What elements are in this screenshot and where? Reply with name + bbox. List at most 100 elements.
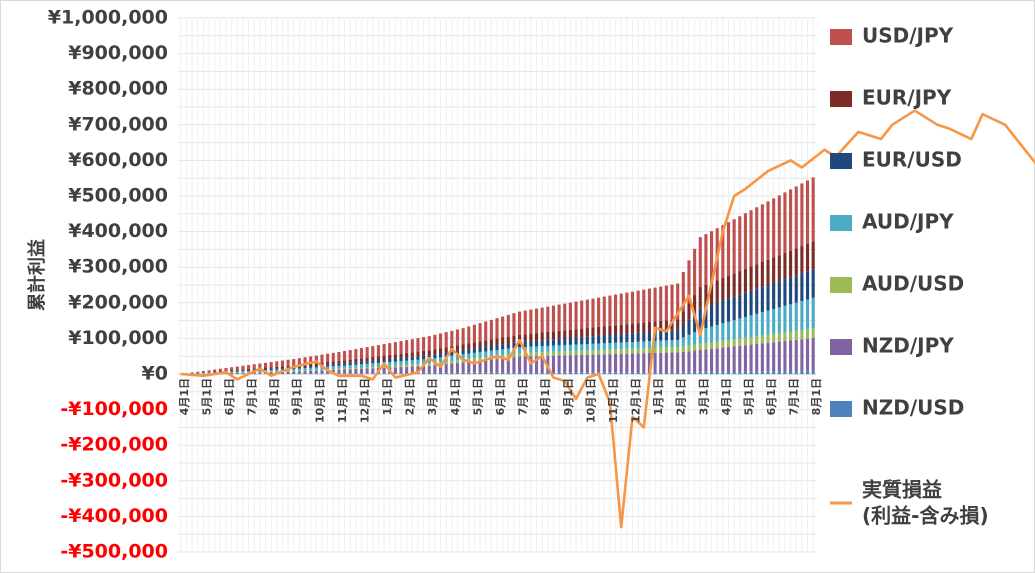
bar-segment xyxy=(506,372,510,374)
bar-segment xyxy=(201,371,205,373)
bar-segment xyxy=(303,370,307,372)
bar-segment xyxy=(811,177,815,242)
bar-segment xyxy=(410,356,414,361)
bar-segment xyxy=(218,370,222,372)
bar-segment xyxy=(450,360,454,364)
legend-label: EUR/USD xyxy=(862,148,962,172)
bar-segment xyxy=(399,353,403,358)
bar-segment xyxy=(399,357,403,362)
bar-segment xyxy=(772,282,776,309)
bar-segment xyxy=(698,286,702,309)
bar-segment xyxy=(659,331,663,341)
bar-segment xyxy=(664,285,668,321)
bar-segment xyxy=(416,338,420,352)
x-tick-label: 10月1日 xyxy=(313,378,326,423)
bar-segment xyxy=(715,371,719,374)
bar-segment xyxy=(405,364,409,367)
bar-segment xyxy=(574,329,578,338)
bar-segment xyxy=(444,352,448,357)
bar-segment xyxy=(805,243,810,272)
bar-segment xyxy=(659,347,663,353)
bar-segment xyxy=(337,365,341,369)
bar-segment xyxy=(557,351,561,356)
bar-segment xyxy=(670,371,674,374)
bar-segment xyxy=(489,339,493,346)
bar-segment xyxy=(455,362,460,373)
bar-segment xyxy=(478,357,482,361)
bar-segment xyxy=(574,344,578,351)
y-tick-label: ¥100,000 xyxy=(68,327,168,349)
bar-segment xyxy=(704,328,708,344)
bar-segment xyxy=(614,334,618,343)
bar-segment xyxy=(698,371,702,374)
bar-segment xyxy=(591,327,595,337)
bar-segment xyxy=(721,340,725,348)
bar-segment xyxy=(314,355,318,364)
bar-segment xyxy=(602,349,606,355)
bar-segment xyxy=(777,255,781,282)
bar-segment xyxy=(399,341,403,354)
bar-segment xyxy=(574,372,578,374)
bar-segment xyxy=(625,353,629,373)
bar-segment xyxy=(789,277,793,305)
bar-segment xyxy=(591,372,595,374)
x-tick-label: 8月1日 xyxy=(810,378,823,415)
bar-segment xyxy=(405,373,409,374)
bar-segment xyxy=(664,330,668,341)
bar-segment xyxy=(303,373,307,374)
bar-segment xyxy=(693,295,697,314)
bar-segment xyxy=(698,308,702,330)
bar-segment xyxy=(484,321,488,341)
bar-segment xyxy=(422,366,426,373)
bar-segment xyxy=(614,325,618,335)
bar-segment xyxy=(455,360,460,363)
bar-segment xyxy=(602,335,606,344)
bar-segment xyxy=(608,295,612,326)
y-tick-label: ¥500,000 xyxy=(68,185,168,207)
bar-segment xyxy=(275,361,279,367)
bar-segment xyxy=(501,316,505,338)
bar-segment xyxy=(619,334,623,343)
bar-segment xyxy=(664,320,668,331)
bar-segment xyxy=(625,333,629,343)
bar-segment xyxy=(732,320,736,340)
bar-segment xyxy=(670,330,674,341)
bar-segment xyxy=(721,323,725,341)
bar-segment xyxy=(501,349,505,355)
bar-segment xyxy=(653,287,657,322)
bar-segment xyxy=(687,319,691,335)
bar-segment xyxy=(732,219,736,274)
bar-segment xyxy=(518,341,522,348)
bar-segment xyxy=(416,366,420,373)
bar-segment xyxy=(619,293,623,325)
y-tick-label: ¥700,000 xyxy=(68,113,168,135)
bar-segment xyxy=(489,350,493,357)
legend-swatch xyxy=(830,215,852,231)
bar-segment xyxy=(529,340,533,347)
bar-segment xyxy=(726,321,731,341)
bar-segment xyxy=(337,360,341,364)
bar-segment xyxy=(467,343,471,350)
bar-segment xyxy=(450,363,454,373)
bar-segment xyxy=(506,354,510,358)
bar-segment xyxy=(382,367,386,374)
bar-segment xyxy=(693,371,697,374)
bar-segment xyxy=(676,371,680,374)
bar-segment xyxy=(416,364,420,367)
bar-segment xyxy=(427,363,431,366)
bar-segment xyxy=(670,347,674,353)
bar-segment xyxy=(557,345,561,352)
x-tick-label: 3月1日 xyxy=(697,378,710,415)
bar-segment xyxy=(472,372,476,374)
bar-segment xyxy=(625,348,629,354)
bar-segment xyxy=(286,359,290,366)
bar-segment xyxy=(647,341,651,349)
bar-segment xyxy=(546,339,550,346)
bar-segment xyxy=(190,372,194,374)
x-tick-label: 7月1日 xyxy=(517,378,530,415)
bar-segment xyxy=(348,368,352,370)
bar-segment xyxy=(326,362,330,365)
bar-segment xyxy=(732,339,736,347)
bar-segment xyxy=(760,371,764,374)
